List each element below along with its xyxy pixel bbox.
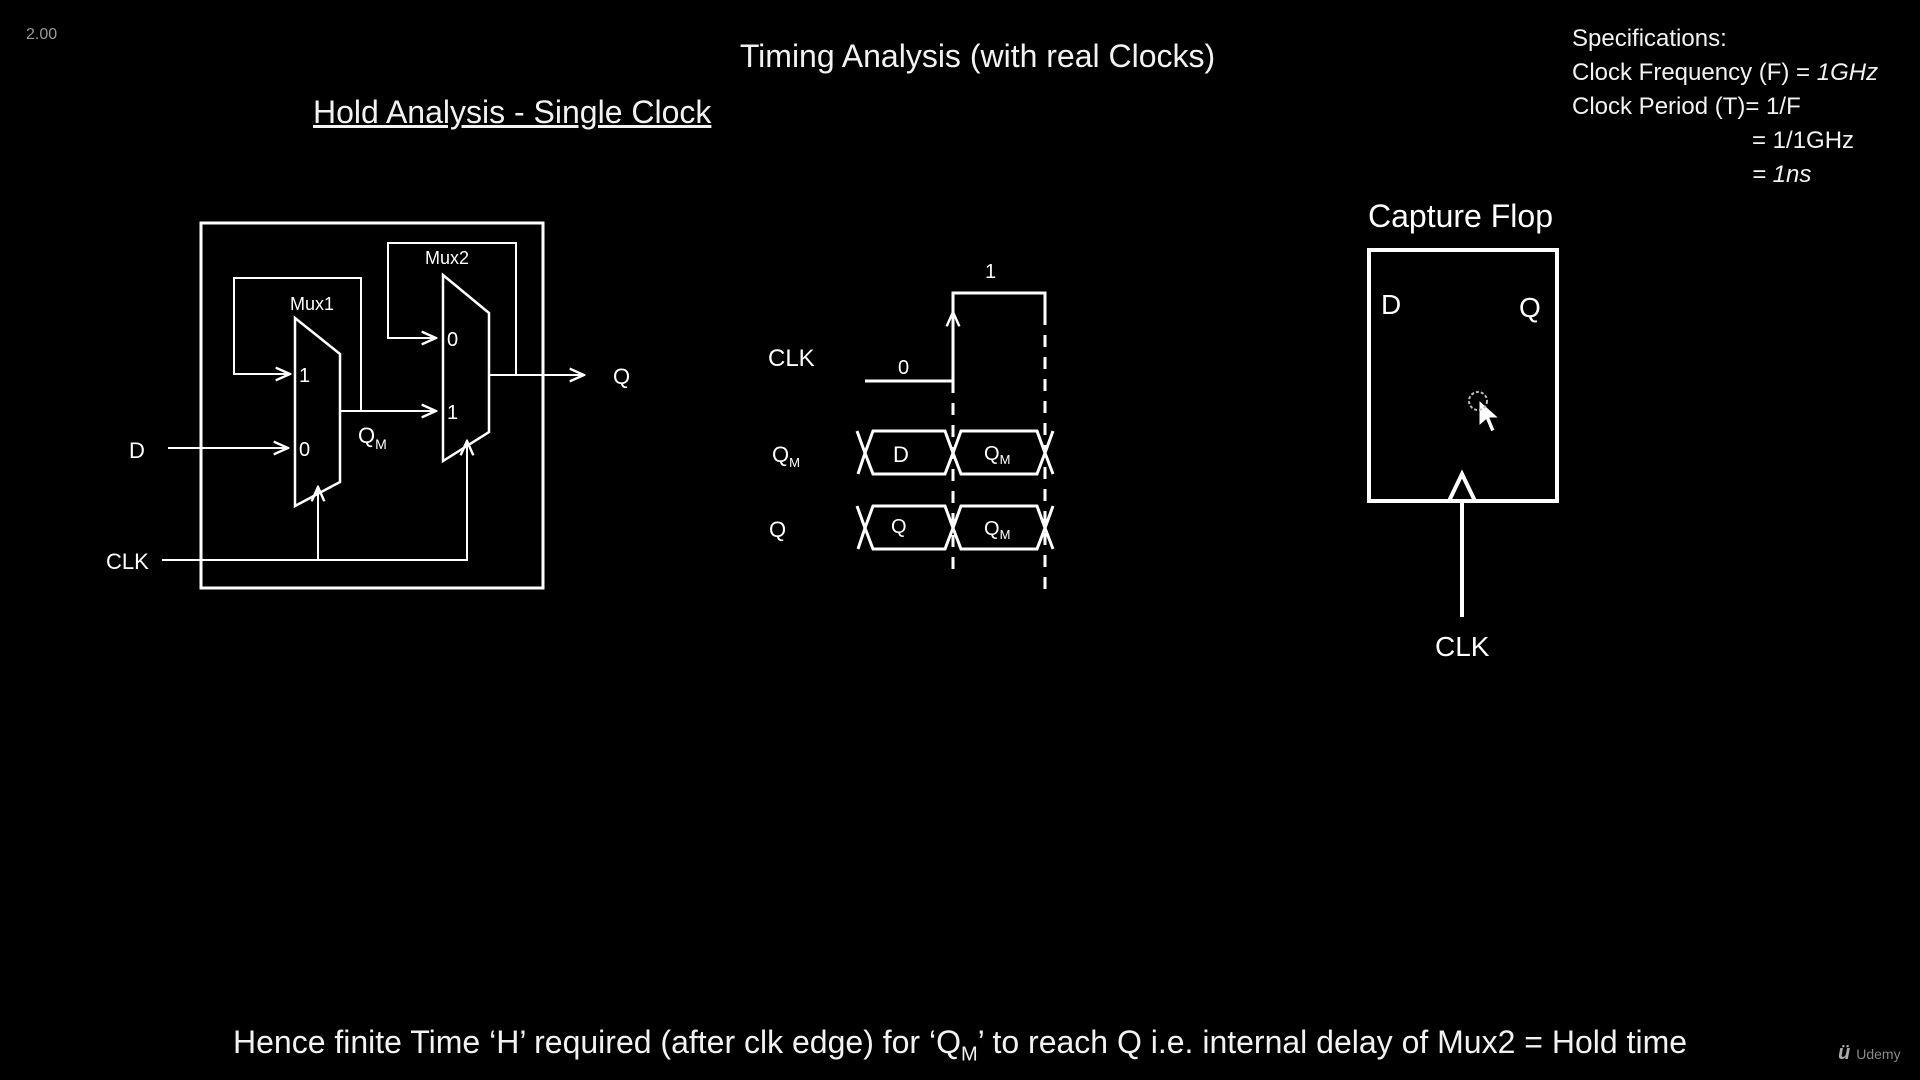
capture-flop-title: Capture Flop bbox=[1368, 198, 1553, 234]
qm-seg1-label: D bbox=[893, 442, 909, 467]
mux1-input1-label: 1 bbox=[299, 365, 310, 387]
clock-period-line-2: = 1/1GHz bbox=[1752, 127, 1855, 154]
capture-flop bbox=[1367, 248, 1559, 617]
q-output-label: Q bbox=[613, 364, 630, 389]
frequency-label: Clock Frequency (F) = bbox=[1572, 59, 1817, 86]
mux1-input0-label: 0 bbox=[299, 439, 310, 461]
mux1-feedback-wire bbox=[233, 277, 362, 410]
clk-low-label: 0 bbox=[898, 357, 909, 379]
mux2-input0-label: 0 bbox=[447, 329, 458, 351]
slide-subtitle: Hold Analysis - Single Clock bbox=[313, 94, 712, 130]
mux1-label: Mux1 bbox=[290, 294, 334, 314]
clock-period-line-3: = 1ns bbox=[1752, 161, 1812, 188]
q-bus bbox=[855, 504, 1055, 551]
clk-waveform bbox=[865, 291, 1047, 383]
qm-node-label: QM bbox=[358, 423, 387, 452]
clk-high-label: 1 bbox=[985, 261, 996, 283]
d-input-label: D bbox=[129, 438, 145, 463]
mux2-feedback-wire bbox=[387, 242, 517, 374]
mux1-shape bbox=[293, 315, 342, 509]
clock-frequency-line: Clock Frequency (F) = 1GHz bbox=[1572, 56, 1878, 90]
qm-seg2-label: QM bbox=[984, 443, 1010, 467]
footer-caption: Hence finite Time ‘H’ required (after cl… bbox=[232, 1024, 1688, 1066]
qm-wave-label: QM bbox=[772, 442, 800, 470]
specs-heading: Specifications: bbox=[1572, 25, 1727, 52]
clk-input-label: CLK bbox=[106, 549, 149, 574]
q-seg2-label: QM bbox=[984, 518, 1010, 542]
mux2-label: Mux2 bbox=[425, 248, 469, 268]
frequency-value: 1GHz bbox=[1816, 59, 1879, 86]
capture-clk-label: CLK bbox=[1435, 631, 1490, 662]
timing-waveform bbox=[855, 291, 1055, 590]
q-wave-label: Q bbox=[769, 517, 786, 542]
qm-bus bbox=[855, 429, 1055, 476]
mux2-shape bbox=[441, 272, 491, 464]
slide-title: Timing Analysis (with real Clocks) bbox=[739, 38, 1216, 74]
q-seg1-label: Q bbox=[891, 516, 907, 538]
mux2-input1-label: 1 bbox=[447, 402, 458, 424]
capture-d-label: D bbox=[1381, 289, 1401, 320]
clk-wire bbox=[162, 441, 467, 561]
mouse-cursor-icon bbox=[1468, 391, 1501, 433]
specifications-box: Specifications: Clock Frequency (F) = 1G… bbox=[1572, 22, 1878, 192]
flop-box bbox=[199, 221, 545, 590]
clock-triangle bbox=[1447, 469, 1477, 502]
flop-circuit bbox=[162, 221, 584, 590]
udemy-logo: ü Udemy bbox=[1838, 1042, 1901, 1064]
capture-flop-box bbox=[1367, 248, 1559, 503]
capture-q-label: Q bbox=[1519, 292, 1541, 323]
playback-speed: 2.00 bbox=[26, 26, 58, 43]
clock-period-line: Clock Period (T)= 1/F bbox=[1572, 93, 1801, 120]
clk-wave-label: CLK bbox=[768, 345, 815, 372]
udemy-logo-icon: ü bbox=[1838, 1042, 1851, 1064]
